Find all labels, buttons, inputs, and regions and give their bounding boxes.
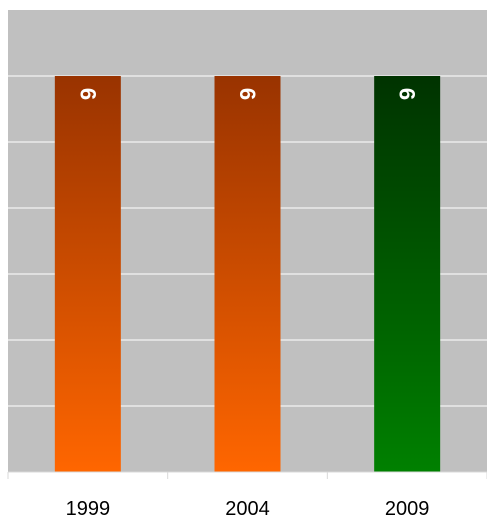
data-label-1999: 6 (75, 88, 100, 100)
bar-2009 (374, 76, 441, 472)
bars (54, 76, 441, 472)
x-tick-label-2009: 2009 (385, 498, 430, 520)
data-label-2004: 6 (235, 88, 260, 100)
x-axis: 1999 2004 2009 (7, 471, 487, 520)
data-label-2009: 6 (395, 88, 420, 100)
x-tick-label-2004: 2004 (225, 498, 270, 520)
data-labels: 6 6 6 (75, 88, 419, 100)
bar-2004 (214, 76, 281, 472)
x-tick-label-1999: 1999 (66, 498, 111, 520)
bar-1999 (54, 76, 121, 472)
